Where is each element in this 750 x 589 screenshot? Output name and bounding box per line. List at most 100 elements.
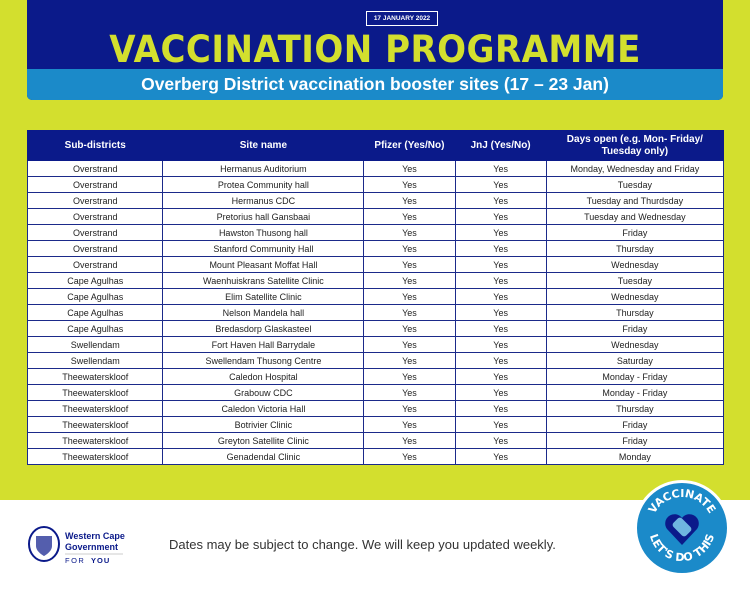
table-row: Theewaterskloof Caledon Victoria Hall Yes Y… [26, 400, 725, 417]
table-cell: Yes [454, 208, 547, 225]
table-row: Cape Agulhas Nelson Mandela hall Yes Yes Thu… [26, 304, 725, 321]
table-cell: Yes [454, 400, 547, 417]
svg-text:Government: Government [65, 542, 118, 552]
column-header: Site name [162, 130, 365, 161]
table-cell: Yes [363, 384, 456, 401]
table-cell: Theewaterskloof [26, 416, 164, 433]
table-cell: Waenhuiskrans Satellite Clinic [162, 272, 365, 289]
table-cell: Cape Agulhas [26, 320, 164, 337]
table-cell: Yes [363, 320, 456, 337]
table-cell: Yes [363, 352, 456, 369]
table-cell: Tuesday and Thurdsday [545, 192, 725, 209]
table-cell: Hermanus CDC [162, 192, 365, 209]
table-cell: Thursday [545, 240, 725, 257]
table-row: Overstrand Hawston Thusong hall Yes Yes Frid… [26, 224, 725, 241]
table-cell: Yes [363, 192, 456, 209]
svg-text:Western Cape: Western Cape [65, 531, 125, 541]
table-cell: Nelson Mandela hall [162, 304, 365, 321]
table-row: Overstrand Hermanus Auditorium Yes Yes Monda… [26, 160, 725, 177]
table-cell: Thursday [545, 304, 725, 321]
table-cell: Friday [545, 224, 725, 241]
table-row: Overstrand Protea Community hall Yes Yes Tue… [26, 176, 725, 193]
table-cell: Tuesday [545, 272, 725, 289]
table-cell: Yes [363, 160, 456, 177]
table-cell: Wednesday [545, 288, 725, 305]
table-row: Swellendam Fort Haven Hall Barrydale Yes Ye… [26, 336, 725, 353]
table-cell: Theewaterskloof [26, 368, 164, 385]
table-cell: Yes [454, 192, 547, 209]
sites-table: Sub-districts Site name Pfizer (Yes/No) JnJ… [26, 130, 725, 465]
table-cell: Yes [363, 400, 456, 417]
table-cell: Yes [454, 272, 547, 289]
column-header: Days open (e.g. Mon- Friday/ Tuesday onl… [545, 130, 725, 161]
vaccinate-badge: VACCINATE LET'S DO THIS [634, 480, 730, 576]
table-cell: Yes [454, 336, 547, 353]
table-cell: Yes [363, 368, 456, 385]
table-cell: Stanford Community Hall [162, 240, 365, 257]
table-cell: Fort Haven Hall Barrydale [162, 336, 365, 353]
table-cell: Tuesday and Wednesday [545, 208, 725, 225]
table-cell: Overstrand [26, 176, 164, 193]
table-cell: Yes [363, 176, 456, 193]
column-header: Pfizer (Yes/No) [363, 130, 456, 161]
table-cell: Overstrand [26, 224, 164, 241]
table-cell: Theewaterskloof [26, 384, 164, 401]
table-cell: Yes [454, 304, 547, 321]
table-cell: Hermanus Auditorium [162, 160, 365, 177]
table-cell: Swellendam Thusong Centre [162, 352, 365, 369]
table-cell: Yes [454, 256, 547, 273]
table-cell: Hawston Thusong hall [162, 224, 365, 241]
table-cell: Elim Satellite Clinic [162, 288, 365, 305]
table-cell: Yes [363, 416, 456, 433]
table-row: Overstrand Pretorius hall Gansbaai Yes Yes T… [26, 208, 725, 225]
table-cell: Yes [363, 448, 456, 465]
table-cell: Yes [363, 256, 456, 273]
svg-text:FOR: FOR [65, 556, 85, 565]
table-row: Theewaterskloof Genadendal Clinic Yes Yes Mo… [26, 448, 725, 465]
table-row: Theewaterskloof Botrivier Clinic Yes Yes Fri… [26, 416, 725, 433]
table-cell: Yes [454, 240, 547, 257]
table-cell: Cape Agulhas [26, 288, 164, 305]
table-cell: Yes [454, 224, 547, 241]
table-cell: Swellendam [26, 336, 164, 353]
table-header-row: Sub-districts Site name Pfizer (Yes/No) JnJ… [26, 130, 725, 161]
table-cell: Yes [363, 336, 456, 353]
column-header: JnJ (Yes/No) [454, 130, 547, 161]
table-cell: Mount Pleasant Moffat Hall [162, 256, 365, 273]
table-cell: Friday [545, 416, 725, 433]
table-cell: Friday [545, 320, 725, 337]
table-cell: Pretorius hall Gansbaai [162, 208, 365, 225]
table-row: Cape Agulhas Bredasdorp Glaskasteel Yes Yes… [26, 320, 725, 337]
table-cell: Yes [454, 352, 547, 369]
table-row: Theewaterskloof Grabouw CDC Yes Yes Monday -… [26, 384, 725, 401]
western-cape-government-logo: Western Cape Government FOR YOU [27, 526, 167, 571]
svg-text:VACCINATE: VACCINATE [646, 487, 718, 516]
table-cell: Yes [363, 304, 456, 321]
table-row: Theewaterskloof Greyton Satellite Clinic Y… [26, 432, 725, 449]
table-cell: Theewaterskloof [26, 400, 164, 417]
column-header: Sub-districts [26, 130, 164, 161]
subtitle: Overberg District vaccination booster si… [27, 69, 723, 100]
table-cell: Wednesday [545, 336, 725, 353]
table-cell: Yes [454, 288, 547, 305]
table-cell: Cape Agulhas [26, 304, 164, 321]
table-cell: Friday [545, 432, 725, 449]
table-cell: Monday [545, 448, 725, 465]
table-cell: Tuesday [545, 176, 725, 193]
table-row: Overstrand Mount Pleasant Moffat Hall Yes Y… [26, 256, 725, 273]
svg-text:YOU: YOU [91, 556, 110, 565]
page-title: VACCINATION PROGRAMME [109, 28, 641, 71]
table-cell: Theewaterskloof [26, 448, 164, 465]
table-cell: Yes [454, 416, 547, 433]
table-cell: Yes [363, 272, 456, 289]
date-label: 17 JANUARY 2022 [366, 11, 438, 26]
table-cell: Overstrand [26, 208, 164, 225]
table-cell: Wednesday [545, 256, 725, 273]
footer [0, 500, 750, 589]
table-cell: Theewaterskloof [26, 432, 164, 449]
table-cell: Yes [454, 320, 547, 337]
table-cell: Caledon Victoria Hall [162, 400, 365, 417]
table-cell: Yes [363, 432, 456, 449]
table-cell: Yes [454, 368, 547, 385]
table-cell: Yes [363, 208, 456, 225]
